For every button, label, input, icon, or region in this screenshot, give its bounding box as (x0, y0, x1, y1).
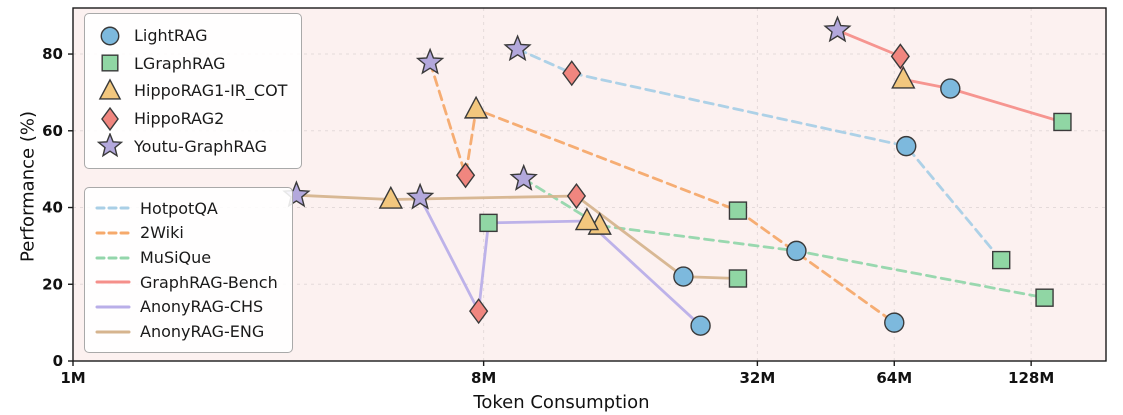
circle-marker (884, 312, 905, 333)
diamond-icon (101, 106, 119, 131)
square-marker (101, 54, 119, 72)
legend-label: AnonyRAG-ENG (140, 322, 265, 342)
legend-item-HotpotQA: HotpotQA (95, 199, 278, 218)
legend-label: 2Wiki (140, 223, 184, 243)
x-tick-label: 32M (739, 369, 775, 387)
star-marker (96, 133, 124, 158)
triangle-marker (378, 185, 403, 209)
legend-label: LGraphRAG (134, 53, 226, 73)
y-tick-label: 60 (42, 122, 63, 140)
diamond-marker (890, 43, 910, 70)
circle-marker (690, 315, 711, 336)
legend-label: LightRAG (134, 26, 208, 46)
legend-item-LGraphRAG: LGraphRAG (95, 50, 287, 76)
triangle-marker (98, 78, 122, 100)
legend-methods: LightRAG LGraphRAG HippoRAG1-IR_COT HippoRA… (84, 13, 303, 169)
star-marker (509, 163, 538, 191)
diamond-marker (566, 182, 587, 210)
square-icon (101, 54, 119, 72)
series-line-HotpotQA (516, 47, 1003, 262)
line-style-icon (95, 330, 131, 334)
y-tick-label: 40 (42, 199, 63, 217)
axes-frame (72, 7, 1107, 362)
circle-marker (786, 240, 807, 262)
diamond-marker (455, 162, 476, 189)
y-axis-label: Performance (%) (17, 111, 39, 262)
square-marker (479, 213, 498, 233)
x-tick-label: 128M (1008, 369, 1054, 387)
square-marker (728, 201, 748, 220)
y-tick-label: 80 (42, 45, 63, 63)
triangle-icon (98, 78, 122, 100)
circle-marker (673, 266, 694, 287)
series-line-MuSiQue (522, 177, 1046, 300)
x-tick-label: 64M (876, 369, 912, 387)
legend-item-AnonyRAG-ENG: AnonyRAG-ENG (95, 322, 278, 341)
legend-item-LightRAG: LightRAG (95, 23, 287, 49)
y-tick-label: 0 (53, 352, 63, 370)
diamond-marker (469, 298, 489, 325)
triangle-marker (891, 65, 916, 89)
legend-item-GraphRAG-Bench: GraphRAG-Bench (95, 273, 278, 292)
x-tick-label: 8M (471, 369, 496, 387)
diamond-marker (101, 106, 119, 131)
line-style-icon (95, 206, 131, 210)
legend-item-MuSiQue: MuSiQue (95, 248, 278, 267)
circle-marker (100, 26, 120, 46)
star-marker (823, 15, 852, 43)
legend-item-HippoRAG2: HippoRAG2 (95, 106, 287, 132)
x-axis-label: Token Consumption (473, 392, 650, 413)
legend-label: HippoRAG2 (134, 109, 225, 129)
circle-marker (940, 78, 961, 99)
legend-item-AnonyRAG-CHS: AnonyRAG-CHS (95, 297, 278, 316)
legend-label: Youtu-GraphRAG (134, 136, 267, 156)
legend-item-Youtu-GraphRAG: Youtu-GraphRAG (95, 133, 287, 159)
x-tick-label: 1M (60, 369, 85, 387)
square-marker (728, 269, 748, 288)
legend-label: MuSiQue (140, 248, 212, 268)
triangle-marker (574, 207, 600, 231)
star-marker (503, 34, 532, 62)
legend-item-2Wiki: 2Wiki (95, 223, 278, 242)
legend-item-HippoRAG1-IR_COT: HippoRAG1-IR_COT (95, 78, 287, 104)
legend-label: GraphRAG-Bench (140, 272, 278, 292)
y-tick-label: 20 (42, 275, 63, 293)
square-marker (1035, 288, 1054, 307)
line-style-icon (95, 231, 131, 235)
circle-icon (100, 26, 120, 46)
square-marker (1053, 112, 1072, 132)
legend-datasets: HotpotQA 2Wiki MuSiQue GraphRAG-Bench AnonyR… (84, 187, 293, 353)
star-icon (96, 133, 124, 158)
legend-label: HippoRAG1-IR_COT (134, 81, 288, 101)
line-style-icon (95, 280, 131, 284)
line-style-icon (95, 305, 131, 309)
legend-label: HotpotQA (140, 198, 218, 218)
diamond-marker (562, 60, 582, 87)
square-marker (992, 250, 1011, 270)
star-marker (415, 47, 445, 75)
legend-label: AnonyRAG-CHS (140, 297, 264, 317)
circle-marker (896, 135, 917, 157)
line-style-icon (95, 256, 131, 260)
triangle-marker (463, 95, 489, 119)
star-marker (406, 182, 435, 210)
